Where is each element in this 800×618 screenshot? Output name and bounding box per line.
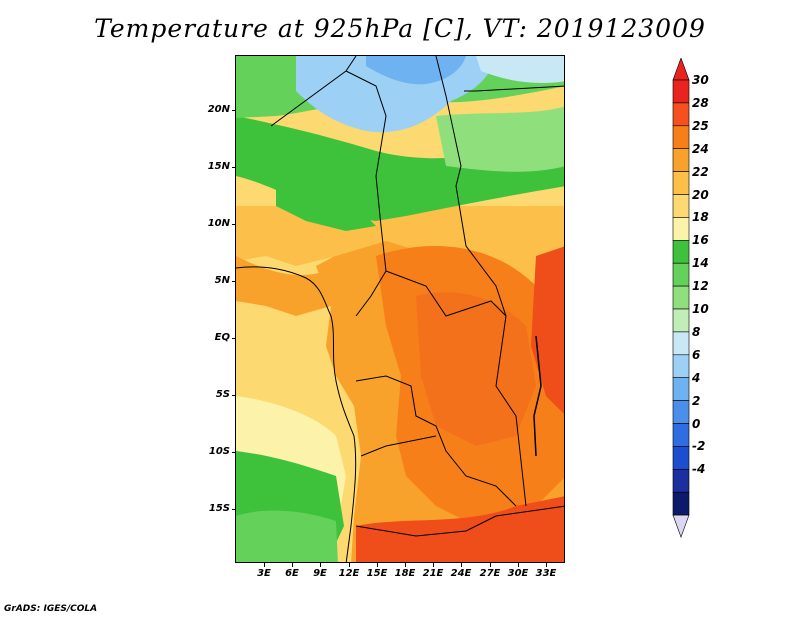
lat-label-5s: 5S bbox=[215, 389, 230, 400]
colorbar-label: 0 bbox=[692, 416, 701, 431]
colorbar-swatch bbox=[672, 217, 690, 241]
colorbar-bottom-arrow bbox=[672, 514, 690, 538]
colorbar-label: 22 bbox=[692, 164, 709, 179]
colorbar-label: 6 bbox=[692, 347, 701, 362]
colorbar-label: 20 bbox=[692, 187, 709, 202]
lon-label-24e: 24E bbox=[450, 568, 472, 579]
colorbar-label: 12 bbox=[692, 279, 709, 294]
lon-tick bbox=[546, 563, 547, 567]
colorbar-swatch bbox=[672, 400, 690, 424]
lon-label-12e: 12E bbox=[338, 568, 360, 579]
lon-tick bbox=[461, 563, 462, 567]
colorbar-swatch bbox=[672, 423, 690, 447]
colorbar-swatch bbox=[672, 194, 690, 218]
land-green-sahel bbox=[276, 186, 376, 231]
land-warm-west bbox=[236, 256, 346, 316]
temperature-map bbox=[235, 55, 565, 563]
map-canvas bbox=[236, 56, 564, 562]
land-pale-blue bbox=[476, 56, 564, 83]
colorbar-swatch bbox=[672, 262, 690, 287]
grads-credit: GrADS: IGES/COLA bbox=[4, 604, 98, 614]
colorbar-swatch bbox=[672, 79, 690, 104]
lake-outline bbox=[533, 335, 542, 457]
lon-label-9e: 9E bbox=[313, 568, 327, 579]
lon-tick bbox=[292, 563, 293, 567]
lon-label-30e: 30E bbox=[507, 568, 529, 579]
lat-tick bbox=[232, 395, 236, 396]
colorbar-top-arrow bbox=[672, 58, 690, 81]
lat-label-eq: EQ bbox=[214, 332, 230, 343]
lon-tick bbox=[490, 563, 491, 567]
colorbar-swatch bbox=[672, 102, 690, 127]
lat-tick bbox=[232, 110, 236, 111]
colorbar-swatch bbox=[672, 331, 690, 356]
lat-tick bbox=[232, 281, 236, 282]
colorbar-label: 18 bbox=[692, 210, 709, 225]
lon-label-3e: 3E bbox=[257, 568, 271, 579]
colorbar-label: 30 bbox=[692, 73, 709, 87]
land-light-green bbox=[436, 106, 564, 172]
lon-label-27e: 27E bbox=[479, 568, 501, 579]
colorbar-swatch bbox=[672, 377, 690, 401]
lat-label-10n: 10N bbox=[207, 218, 230, 229]
land-very-hot-south bbox=[356, 496, 564, 562]
colorbar-swatch bbox=[672, 171, 690, 195]
coastline bbox=[236, 266, 357, 562]
colorbar-label: 2 bbox=[692, 393, 701, 408]
colorbar-swatch bbox=[672, 308, 690, 333]
land-green-band bbox=[236, 116, 564, 221]
lon-tick bbox=[377, 563, 378, 567]
lat-tick bbox=[232, 452, 236, 453]
colorbar-label: 24 bbox=[692, 141, 709, 156]
lon-tick bbox=[320, 563, 321, 567]
colorbar-label: 4 bbox=[692, 370, 701, 385]
lon-label-6e: 6E bbox=[285, 568, 299, 579]
colorbar-swatch bbox=[672, 468, 690, 493]
lon-label-15e: 15E bbox=[366, 568, 388, 579]
ocean-light-green-band bbox=[236, 510, 338, 562]
lon-tick bbox=[518, 563, 519, 567]
land-mild-north bbox=[236, 206, 564, 296]
lon-tick bbox=[264, 563, 265, 567]
colorbar-swatch bbox=[672, 240, 690, 264]
lat-tick bbox=[232, 338, 236, 339]
colorbar-swatch bbox=[672, 491, 690, 516]
lat-label-15n: 15N bbox=[207, 161, 230, 172]
lon-tick bbox=[349, 563, 350, 567]
lon-label-18e: 18E bbox=[394, 568, 416, 579]
lat-label-10s: 10S bbox=[208, 446, 230, 457]
lon-label-21e: 21E bbox=[422, 568, 444, 579]
lat-tick bbox=[232, 167, 236, 168]
colorbar-label: -4 bbox=[692, 462, 706, 477]
colorbar-label: -2 bbox=[692, 439, 706, 454]
colorbar-label: 10 bbox=[692, 302, 709, 316]
colorbar-swatch bbox=[672, 354, 690, 378]
lat-tick bbox=[232, 224, 236, 225]
lon-tick bbox=[405, 563, 406, 567]
lat-label-15s: 15S bbox=[208, 503, 230, 514]
lat-label-5n: 5N bbox=[214, 275, 230, 286]
colorbar-swatch bbox=[672, 285, 690, 310]
colorbar-label: 28 bbox=[692, 95, 709, 110]
lat-label-20n: 20N bbox=[207, 104, 230, 115]
lon-label-33e: 33E bbox=[535, 568, 557, 579]
lon-tick bbox=[433, 563, 434, 567]
land-hot-core bbox=[416, 292, 536, 446]
country-borders bbox=[270, 56, 564, 537]
colorbar-swatch bbox=[672, 148, 690, 172]
colorbar bbox=[672, 58, 690, 538]
colorbar-label: 14 bbox=[692, 256, 709, 271]
colorbar-label: 8 bbox=[692, 324, 701, 339]
colorbar-label: 16 bbox=[692, 233, 709, 248]
lat-tick bbox=[232, 509, 236, 510]
colorbar-label: 25 bbox=[692, 118, 709, 133]
colorbar-swatch bbox=[672, 125, 690, 150]
colorbar-swatch bbox=[672, 446, 690, 470]
map-title: Temperature at 925hPa [C], VT: 201912300… bbox=[94, 14, 706, 43]
